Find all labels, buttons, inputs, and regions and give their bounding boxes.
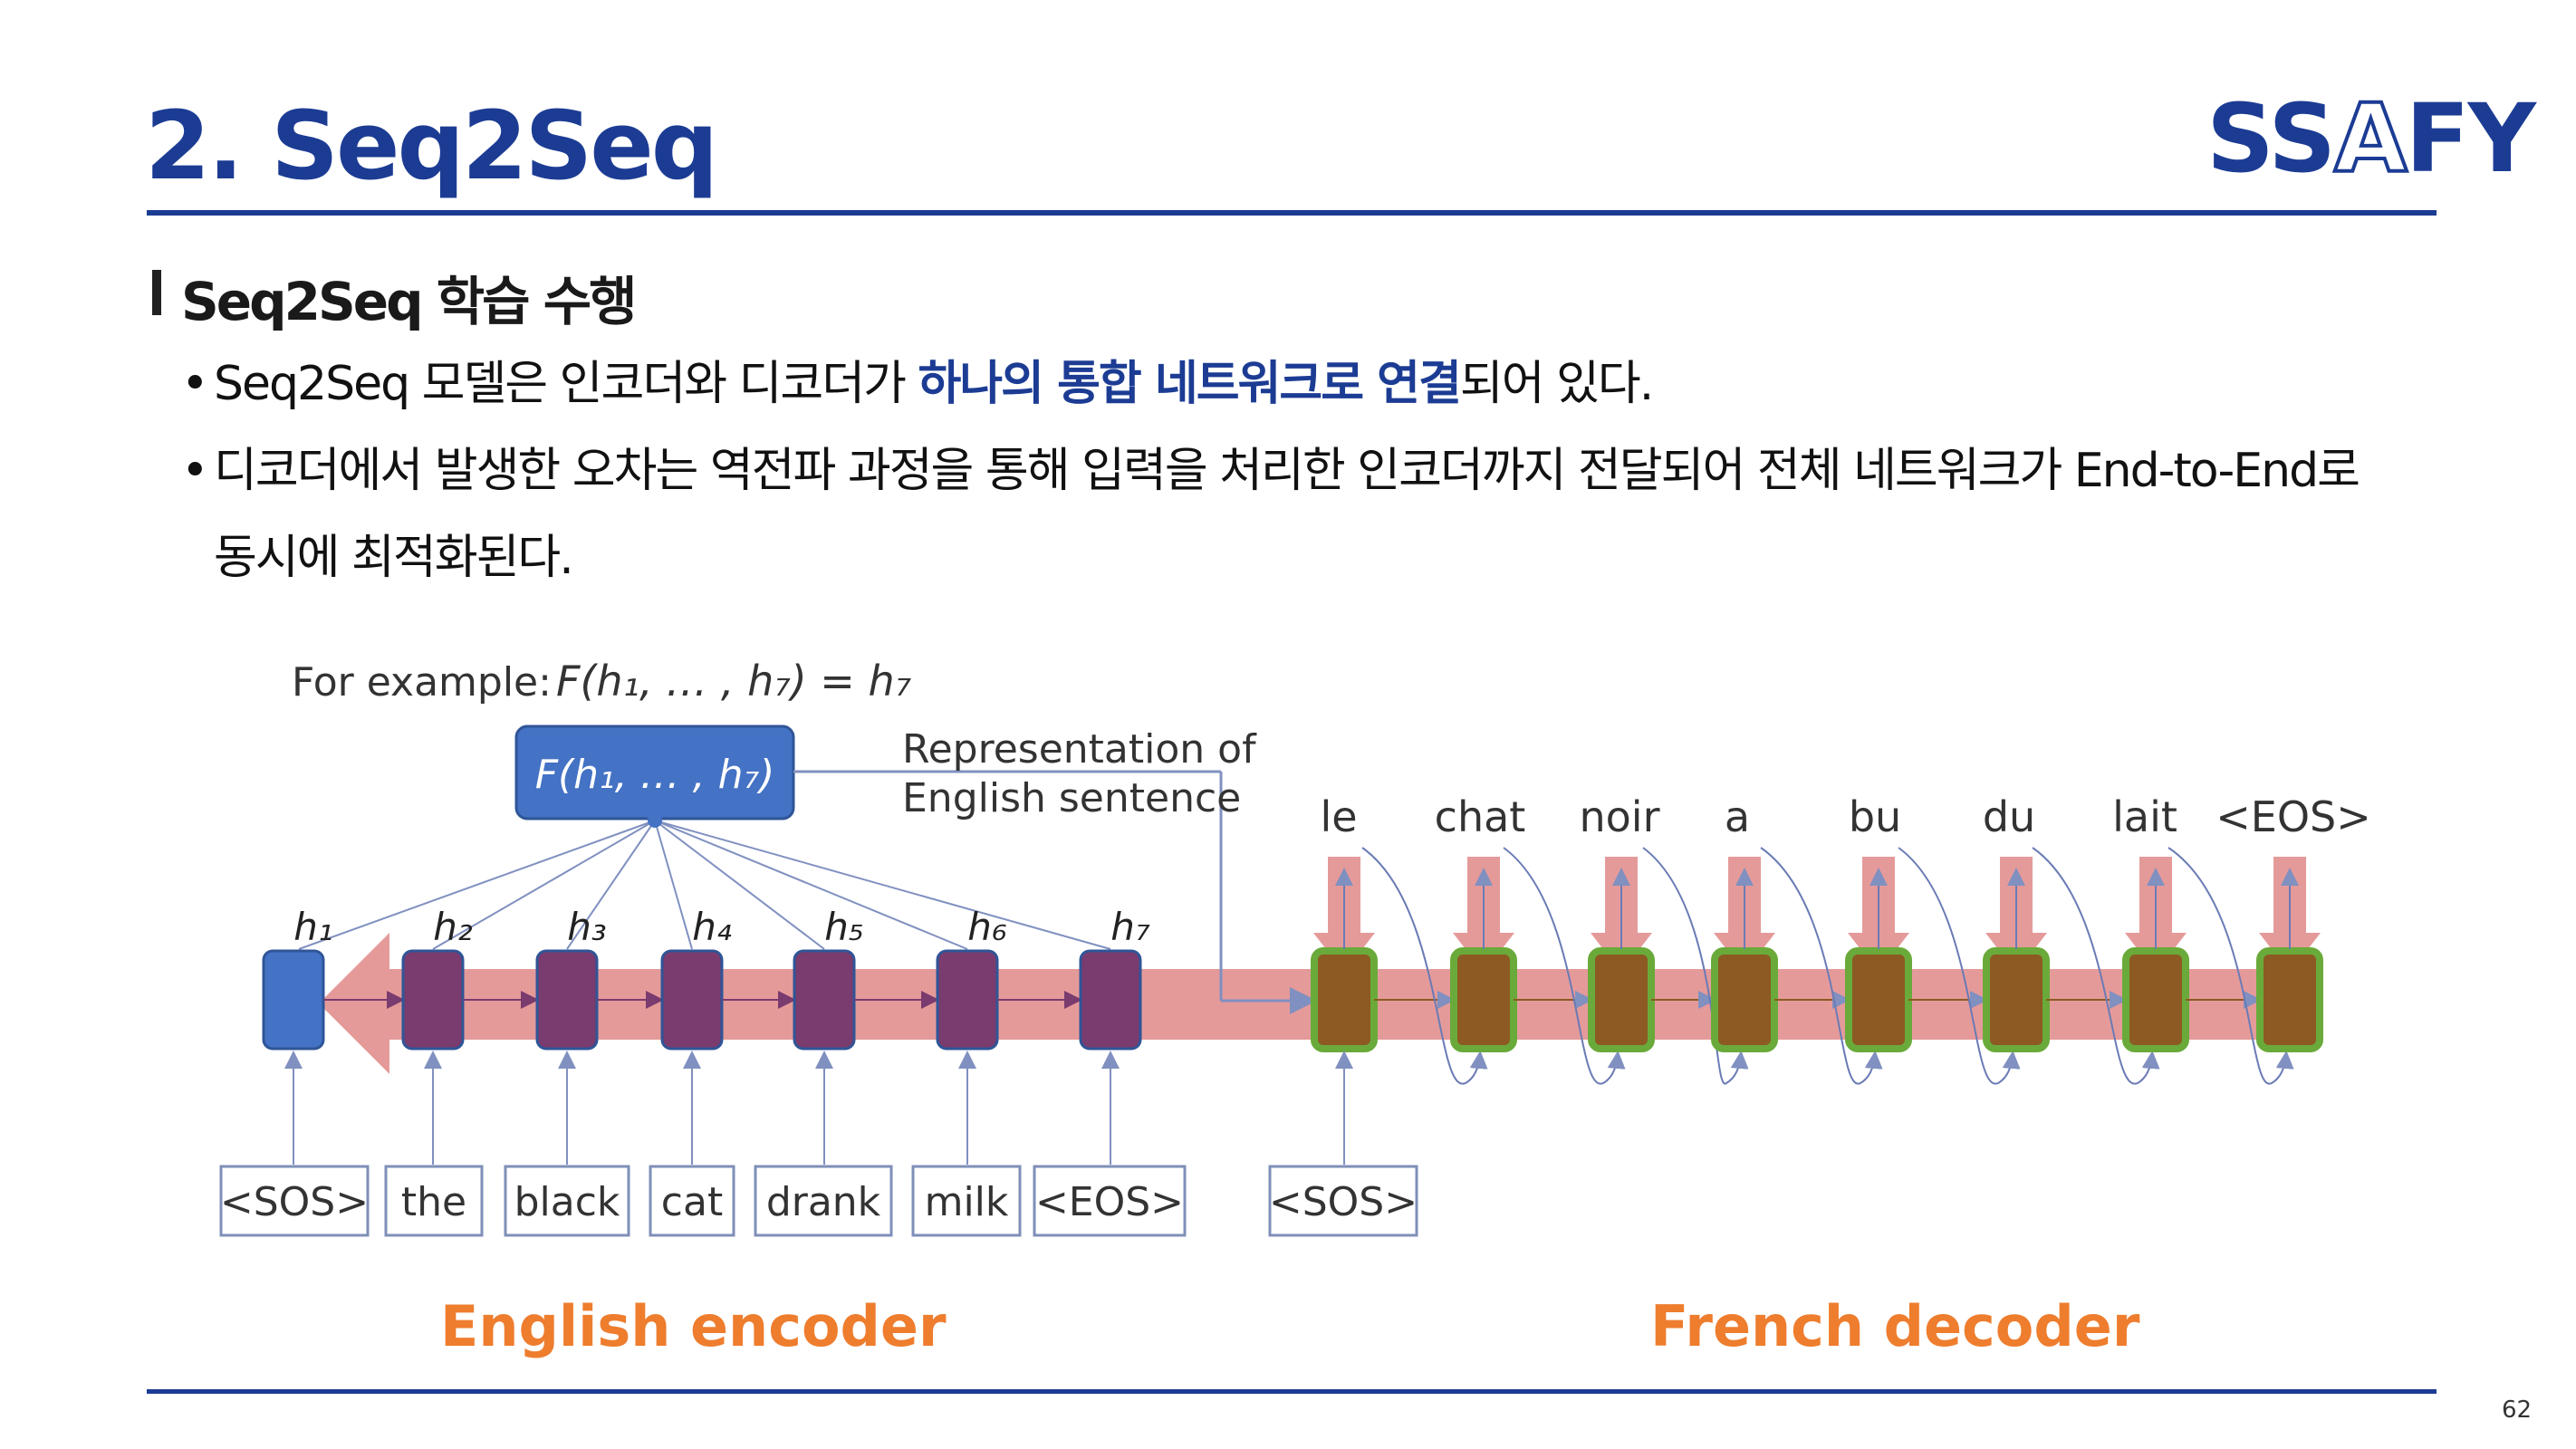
section-marker [152, 270, 161, 315]
decoder-cell [2122, 947, 2189, 1052]
encoder-cell [535, 949, 599, 1051]
encoder-input-box [384, 1165, 484, 1237]
encoder-input-token: cat [661, 1179, 723, 1225]
decoder-cell [1311, 947, 1378, 1052]
decoder-input-box [1268, 1165, 1418, 1237]
feedback-loop-arrow [1898, 847, 2021, 1085]
feedback-loop-arrow [1760, 847, 1883, 1085]
encoder-input-box [754, 1165, 893, 1237]
decoder-output-token: a [1725, 792, 1750, 841]
encoder-input-token: <EOS> [1035, 1179, 1184, 1225]
encoder-input-box [504, 1165, 630, 1237]
decoder-cell [1588, 947, 1655, 1052]
encoder-input-box [1033, 1165, 1187, 1237]
encoder-input-box [649, 1165, 735, 1237]
bullet-2-line-1: 디코더에서 발생한 오차는 역전파 과정을 통해 입력을 처리한 인코더까지 전… [214, 444, 2360, 498]
decoder: le chat noir a bu du lait <EOS> <SOS> [1268, 792, 2371, 1237]
decoder-output-token: du [1983, 792, 2035, 841]
encoder-cell [793, 949, 856, 1051]
attention-fan-line [654, 820, 1111, 950]
example-label: For example: [292, 659, 552, 705]
encoder-input-box [219, 1165, 370, 1237]
fan-origin-dot [648, 813, 662, 828]
hidden-state-label: h₇ [1110, 905, 1150, 949]
encoder-cell [262, 949, 325, 1051]
hidden-state-label: h₂ [433, 905, 473, 949]
encoder-cell [936, 949, 999, 1051]
feedback-loop-arrow [2032, 847, 2160, 1085]
section-heading: Seq2Seq 학습 수행 [181, 271, 637, 332]
example-formula: F(h₁, … , h₇) = h₇ [556, 657, 912, 705]
decoder-input-token: <SOS> [1269, 1179, 1418, 1225]
decoder-caption: French decoder [1650, 1293, 2140, 1359]
ssafy-logo: SSAFY [2206, 82, 2536, 196]
title-divider [147, 210, 2437, 216]
attention-fan-line [654, 820, 693, 950]
hidden-state-label: h₃ [567, 905, 606, 949]
footer-divider [147, 1389, 2437, 1394]
decoder-output-token: lait [2112, 792, 2177, 841]
encoder-caption: English encoder [440, 1293, 947, 1359]
encoder-input-box [911, 1165, 1022, 1237]
attention-fan-line [566, 820, 656, 950]
representation-label-line-2: English sentence [902, 775, 1241, 821]
bullet-dot: • [181, 444, 209, 498]
slide-title: 2. Seq2Seq [145, 91, 718, 201]
decoder-output-token: le [1320, 792, 1357, 841]
bullet-2-line-2: 동시에 최적화된다. [214, 531, 574, 585]
bullet-dot: • [181, 357, 209, 411]
decoder-output-token: bu [1849, 792, 1901, 841]
encoder-input-token: <SOS> [220, 1179, 369, 1225]
hidden-state-label: h₆ [967, 905, 1006, 949]
bullet-1-text-pre: Seq2Seq 모델은 인코더와 디코더가 [214, 357, 918, 411]
attention-fan-line [432, 820, 656, 950]
hidden-state-label: h₁ [293, 905, 332, 949]
decoder-cell [1983, 947, 2050, 1052]
bullet-1: • Seq2Seq 모델은 인코더와 디코더가 하나의 통합 네트워크로 연결되어… [181, 341, 1654, 427]
encoder-cell [660, 949, 724, 1051]
encoder-input-token: drank [766, 1179, 881, 1225]
decoder-output-token: <EOS> [2216, 792, 2371, 841]
hidden-state-label: h₅ [824, 905, 863, 949]
feedback-loop-arrow [2167, 847, 2294, 1085]
attention-fan-line [654, 820, 968, 950]
encoder-input-token: the [401, 1179, 466, 1225]
feedback-loop-arrow [1361, 847, 1488, 1085]
page-number: 62 [2502, 1396, 2533, 1424]
decoder-cell [1450, 947, 1517, 1052]
context-function-text: F(h₁, … , h₇) [535, 752, 775, 798]
encoder-cell [1079, 949, 1142, 1051]
decoder-cell [2256, 947, 2323, 1052]
decoder-output-token: chat [1435, 792, 1526, 841]
representation-label-line-1: Representation of [902, 726, 1257, 772]
backprop-arrowhead [319, 933, 389, 1074]
bullet-2: • 디코더에서 발생한 오차는 역전파 과정을 통해 입력을 처리한 인코더까지 … [181, 427, 2464, 601]
encoder-cell [401, 949, 465, 1051]
bullet-1-highlight: 하나의 통합 네트워크로 연결 [918, 357, 1461, 411]
attention-fan-line [298, 820, 656, 950]
encoder-input-token: black [514, 1179, 620, 1225]
encoder-input-token: milk [925, 1179, 1009, 1225]
decoder-output-token: noir [1580, 792, 1660, 841]
decoder-cell [1845, 947, 1912, 1052]
feedback-loop-arrow [1642, 847, 1749, 1085]
encoder: h₁ <SOS> h₂ the h₃ black h₄ cat h₅ drank h₆ milk h₇ <… [219, 813, 1187, 1237]
attention-fan-line [654, 820, 825, 950]
feedback-loop-arrow [1503, 847, 1626, 1085]
decoder-cell [1711, 947, 1778, 1052]
bullet-1-text-post: 되어 있다. [1459, 357, 1654, 411]
hidden-state-label: h₄ [692, 905, 732, 949]
